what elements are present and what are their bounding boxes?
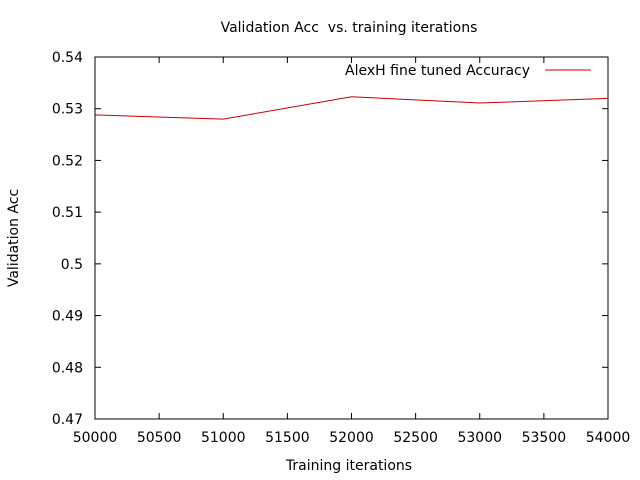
y-tick-label: 0.49 xyxy=(52,309,83,325)
chart-title: Validation Acc vs. training iterations xyxy=(221,20,478,36)
legend: AlexH fine tuned Accuracy xyxy=(345,63,591,79)
y-tick-label: 0.5 xyxy=(61,257,83,273)
x-tick-label: 51500 xyxy=(265,430,310,446)
y-tick-label: 0.53 xyxy=(52,102,83,118)
y-tick-label: 0.52 xyxy=(52,153,83,169)
y-axis-label: Validation Acc xyxy=(6,189,22,287)
x-tick-label: 52500 xyxy=(393,430,438,446)
y-tick-label: 0.54 xyxy=(52,50,83,66)
series-layer xyxy=(94,96,609,120)
x-axis-label: Training iterations xyxy=(285,458,412,474)
plot-frame xyxy=(94,56,609,420)
y-tick-label: 0.48 xyxy=(52,360,83,376)
y-tick-label: 0.51 xyxy=(52,205,83,221)
x-tick-label: 53000 xyxy=(457,430,502,446)
series-line xyxy=(94,96,609,120)
x-tick-label: 53500 xyxy=(522,430,567,446)
x-tick-label: 50500 xyxy=(137,430,182,446)
x-tick-label: 50000 xyxy=(73,430,118,446)
y-tick-label: 0.47 xyxy=(52,412,83,428)
legend-label: AlexH fine tuned Accuracy xyxy=(345,63,530,79)
x-tick-label: 51000 xyxy=(201,430,246,446)
x-tick-label: 54000 xyxy=(586,430,631,446)
x-tick-label: 52000 xyxy=(329,430,374,446)
axis-ticks: 50000 50500 51000 51500 52000 52500 53000 53500… xyxy=(52,50,630,446)
